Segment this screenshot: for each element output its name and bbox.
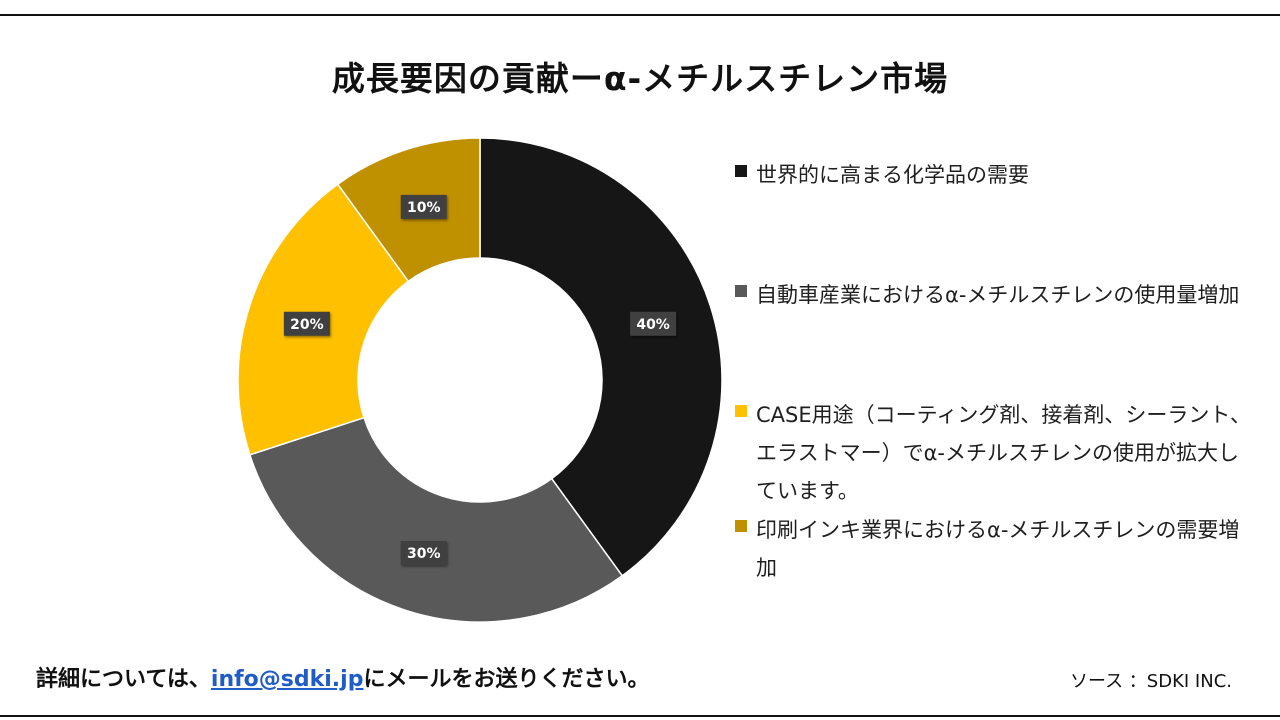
legend-swatch-0 (735, 165, 747, 177)
data-label-1: 30% (400, 541, 447, 566)
donut-chart: 40% 30% 20% 10% (237, 137, 723, 623)
donut-slice-1 (248, 416, 624, 623)
legend-swatch-3 (735, 520, 747, 532)
contact-suffix: にメールをお送りください。 (363, 667, 650, 692)
data-label-text: 40% (636, 317, 670, 333)
contact-prefix: 詳細については、 (36, 667, 211, 692)
data-label-2: 20% (283, 311, 330, 336)
legend-label: 自動車産業におけるα-メチルスチレンの使用量増加 (756, 283, 1240, 307)
data-label-box (630, 311, 677, 336)
contact-email-link[interactable]: info@sdki.jp (210, 667, 364, 692)
data-label-box (283, 311, 330, 336)
data-label-box (400, 194, 447, 219)
data-label-text: 20% (290, 317, 324, 333)
legend-swatch-2 (735, 405, 747, 417)
donut-slice-0 (479, 137, 723, 577)
data-label-box (400, 541, 447, 566)
chart-title: 成長要因の貢献ーα-メチルスチレン市場 (331, 59, 949, 98)
source-credit: ソース ：SDKI INC. (1069, 671, 1232, 692)
bottom-divider (0, 715, 1280, 717)
legend-label: 世界的に高まる化学品の需要 (756, 163, 1029, 187)
legend-label: 印刷インキ業界におけるα-メチルスチレンの需要増加 (756, 518, 1240, 580)
legend-swatch-1 (735, 285, 747, 297)
data-label-0: 40% (630, 311, 677, 336)
top-divider (0, 14, 1280, 16)
contact-note: 詳細については、info@sdki.jpにメールをお送りください。 (36, 661, 649, 693)
data-label-text: 30% (407, 546, 441, 562)
legend-label: CASE用途（コーティング剤、接着剤、シーラント、エラストマー）でα-メチルスチ… (756, 403, 1251, 503)
data-label-text: 10% (407, 200, 441, 216)
data-label-3: 10% (400, 194, 447, 219)
